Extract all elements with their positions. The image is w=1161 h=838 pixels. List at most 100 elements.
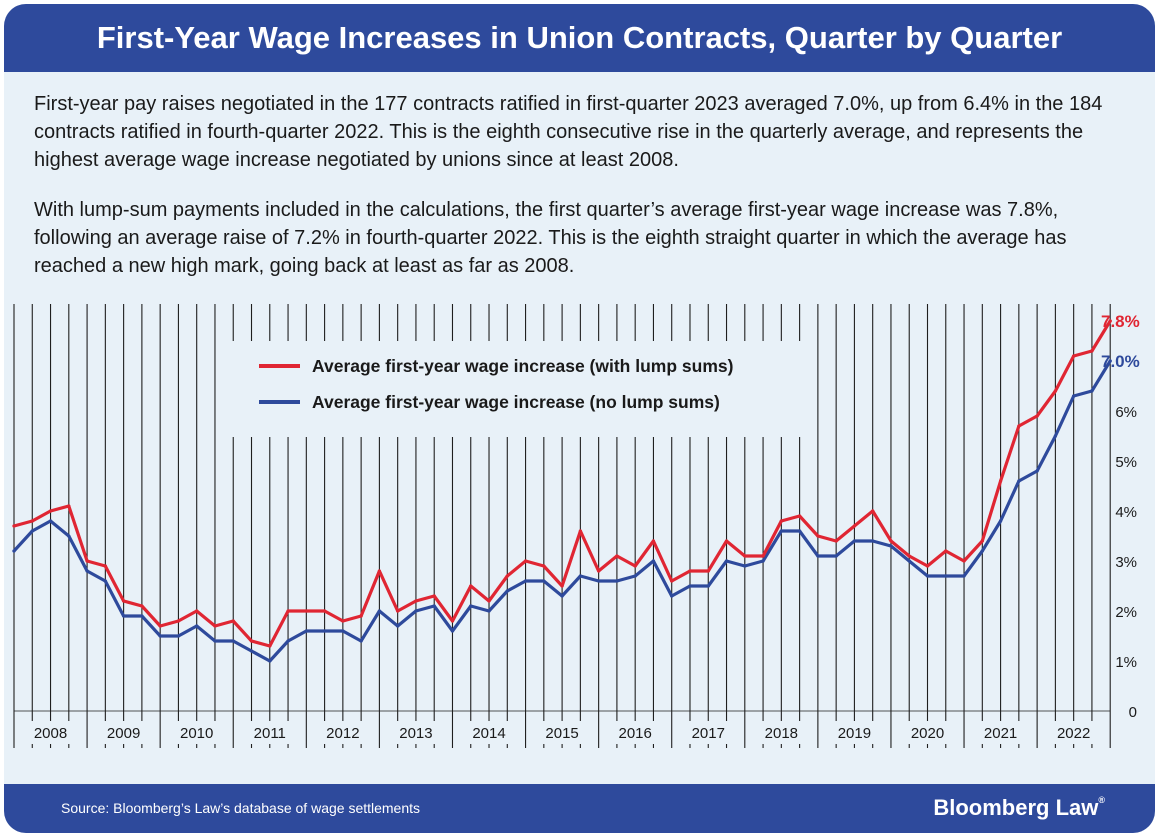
data-point (615, 554, 619, 558)
data-point (925, 574, 930, 578)
data-point (615, 579, 619, 583)
year-label-bg (308, 721, 378, 744)
data-point (85, 559, 89, 563)
legend-label-no-lump-sums: Average first-year wage increase (no lum… (312, 392, 720, 412)
data-point (341, 629, 345, 633)
data-point (432, 604, 436, 608)
year-label-bg (819, 721, 889, 744)
data-point (322, 629, 327, 633)
data-point (998, 479, 1003, 483)
data-point (1108, 319, 1112, 323)
data-point (980, 549, 984, 553)
data-point (1053, 434, 1057, 438)
data-point (779, 519, 783, 523)
year-label-bg (1039, 721, 1109, 744)
data-point (359, 614, 363, 618)
data-point (1035, 469, 1039, 473)
data-point (651, 539, 656, 543)
data-point (542, 564, 546, 568)
data-point (195, 624, 199, 628)
data-point (67, 504, 71, 508)
y-tick-label: 7.0% (1101, 352, 1140, 371)
data-point (724, 559, 729, 563)
data-point (1108, 359, 1112, 363)
data-point (103, 579, 107, 583)
data-point (834, 554, 838, 558)
year-label-bg (966, 721, 1036, 744)
source-note: Source: Bloomberg’s Law’s database of wa… (61, 800, 421, 816)
year-label-bg (892, 721, 963, 744)
x-tick-label: 2009 (107, 725, 140, 742)
x-tick-label: 2012 (326, 725, 359, 742)
data-point (1072, 354, 1076, 358)
series-lines (12, 319, 1112, 663)
data-point (560, 584, 564, 588)
data-point (597, 569, 601, 573)
data-point (158, 624, 162, 628)
data-point (286, 639, 290, 643)
data-point (560, 594, 564, 598)
data-point (962, 559, 966, 563)
data-point (816, 554, 820, 558)
data-point (597, 579, 601, 583)
data-point (140, 614, 144, 618)
data-point (213, 624, 217, 628)
data-point (1053, 389, 1057, 393)
page-title: First-Year Wage Increases in Union Contr… (96, 20, 1063, 55)
data-point (523, 579, 528, 583)
data-point (249, 639, 254, 643)
data-point (286, 609, 290, 613)
x-tick-label: 2020 (911, 725, 944, 742)
data-point (925, 564, 930, 568)
x-tick-label: 2014 (472, 725, 505, 742)
data-point (30, 529, 34, 533)
data-point (907, 559, 911, 563)
data-point (779, 529, 783, 533)
data-point (761, 554, 765, 558)
data-point (1072, 394, 1076, 398)
data-point (249, 649, 254, 653)
data-point (651, 559, 656, 563)
data-point (377, 609, 381, 613)
data-point (304, 629, 308, 633)
x-tick-label: 2019 (838, 725, 871, 742)
data-point (706, 569, 710, 573)
data-point (469, 604, 473, 608)
data-point (487, 609, 491, 613)
x-tick-label: 2018 (765, 725, 798, 742)
year-label-bg (673, 721, 743, 744)
y-tick-label: 7.8% (1101, 312, 1140, 331)
data-point (724, 539, 729, 543)
data-point (1090, 389, 1094, 393)
data-point (103, 564, 107, 568)
data-point (414, 599, 418, 603)
x-tick-label: 2017 (692, 725, 725, 742)
data-point (122, 599, 126, 603)
data-point (1090, 349, 1094, 353)
data-point (743, 564, 747, 568)
data-point (1017, 424, 1021, 428)
data-point (944, 549, 948, 553)
data-point (670, 594, 674, 598)
data-point (414, 609, 418, 613)
data-point (268, 659, 272, 663)
data-point (1035, 414, 1039, 418)
intro-paragraph-1: First-year pay raises negotiated in the … (34, 93, 1103, 171)
y-tick-label: 4% (1115, 504, 1137, 521)
infographic-card: First-Year Wage Increases in Union Contr… (4, 4, 1155, 833)
data-point (432, 594, 436, 598)
year-label-bg (235, 721, 305, 744)
data-point (12, 524, 16, 528)
data-point (852, 524, 857, 528)
data-point (578, 574, 582, 578)
year-label-bg (16, 721, 86, 744)
year-label-bg (454, 721, 524, 744)
data-point (871, 509, 875, 513)
data-point (998, 519, 1003, 523)
x-tick-label: 2010 (180, 725, 213, 742)
data-point (85, 569, 89, 573)
data-point (67, 534, 71, 538)
data-point (816, 534, 820, 538)
data-point (706, 584, 710, 588)
data-point (377, 569, 381, 573)
